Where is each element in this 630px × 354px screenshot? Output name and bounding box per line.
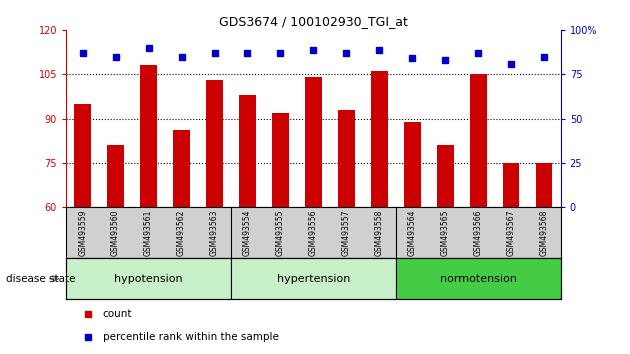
Bar [173,130,190,207]
Bar [437,145,454,207]
Bar [396,258,561,299]
Bar [66,258,231,299]
Bar [231,258,396,299]
Text: GSM493556: GSM493556 [309,210,318,256]
Text: hypertension: hypertension [277,274,350,284]
Text: GSM493554: GSM493554 [243,210,252,256]
Text: GSM493559: GSM493559 [78,210,87,256]
Text: GSM493568: GSM493568 [540,210,549,256]
Text: percentile rank within the sample: percentile rank within the sample [103,332,278,342]
Text: GSM493564: GSM493564 [408,210,417,256]
Bar [107,145,124,207]
Text: GSM493560: GSM493560 [111,210,120,256]
Text: GSM493561: GSM493561 [144,210,153,256]
Text: disease state: disease state [6,274,76,284]
Text: GSM493567: GSM493567 [507,210,516,256]
Bar [305,77,322,207]
Bar [470,74,486,207]
Bar [503,163,520,207]
Text: GSM493563: GSM493563 [210,210,219,256]
Bar [140,65,157,207]
Text: normotension: normotension [440,274,517,284]
Bar [371,72,387,207]
Title: GDS3674 / 100102930_TGI_at: GDS3674 / 100102930_TGI_at [219,15,408,28]
Text: GSM493558: GSM493558 [375,210,384,256]
Bar [272,113,289,207]
Text: GSM493562: GSM493562 [177,210,186,256]
Text: GSM493566: GSM493566 [474,210,483,256]
Bar [536,163,553,207]
Text: GSM493557: GSM493557 [342,210,351,256]
Text: count: count [103,309,132,319]
Text: hypotension: hypotension [114,274,183,284]
Text: GSM493565: GSM493565 [441,210,450,256]
Bar [206,80,223,207]
Bar [239,95,256,207]
Bar [338,110,355,207]
Text: GSM493555: GSM493555 [276,210,285,256]
Bar [404,121,421,207]
Bar [74,104,91,207]
